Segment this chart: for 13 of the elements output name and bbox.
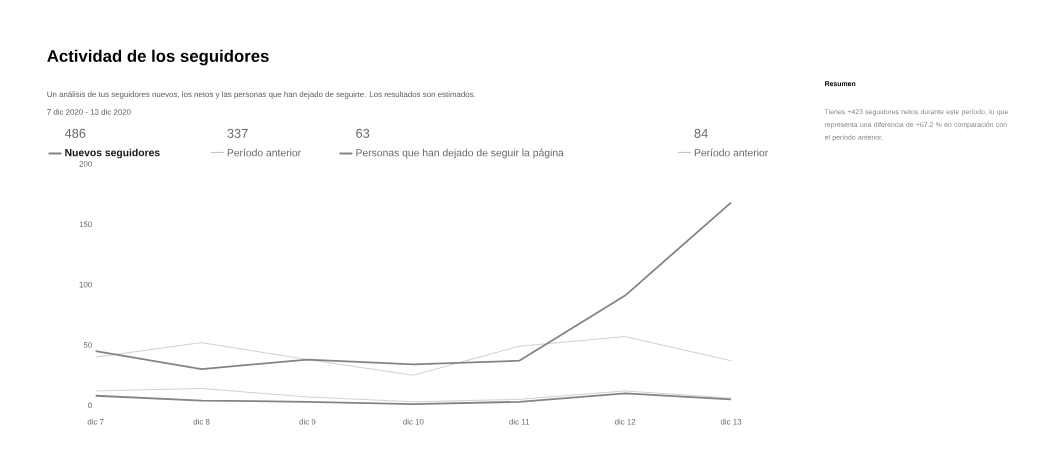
text: 486 <box>64 128 86 138</box>
text: 63 <box>356 128 370 138</box>
legend-label: Período anterior <box>694 148 769 157</box>
text: 337 <box>227 128 248 138</box>
line-series <box>95 336 732 376</box>
line-series <box>94 201 732 371</box>
legend-label: Nuevos seguidores <box>65 148 160 159</box>
text: 84 <box>694 128 708 138</box>
line-series <box>95 388 732 403</box>
legend-label: Personas que han dejado de seguir la página <box>356 148 564 159</box>
chart-title: Actividad de los seguidores <box>47 49 269 66</box>
legend-label: Período anterior <box>227 148 301 157</box>
line-series <box>94 392 732 406</box>
